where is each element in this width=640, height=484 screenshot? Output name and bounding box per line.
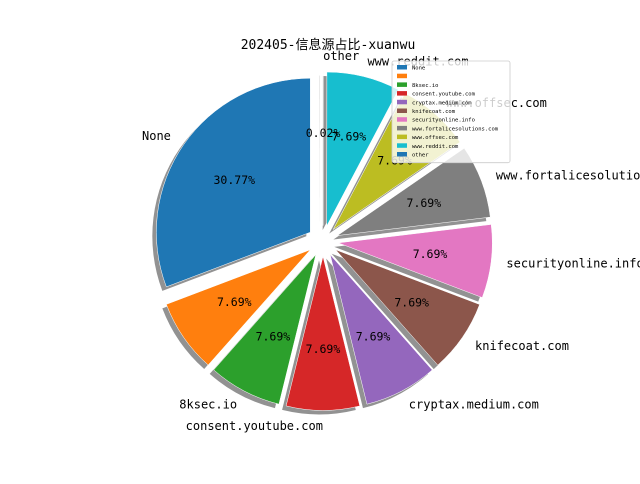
legend: None 8ksec.io consent.youtube.com cryptax.m…	[392, 61, 510, 163]
slice-category-label-consent-youtube-com: consent.youtube.com	[186, 419, 323, 433]
legend-entry-knifecoat-com: knifecoat.com	[412, 109, 456, 115]
legend-entry-www-offsec-com: www.offsec.com	[412, 135, 459, 141]
legend-swatch-unnamed-1	[397, 74, 407, 79]
slice-value-label-none: 30.77%	[214, 173, 256, 187]
legend-swatch-other	[397, 152, 407, 157]
legend-swatch-www-reddit-com	[397, 143, 407, 148]
legend-swatch-securityonline-info	[397, 117, 407, 122]
legend-swatch-knifecoat-com	[397, 109, 407, 114]
slice-category-label-securityonline-info: securityonline.info	[506, 256, 640, 270]
slice-category-label-8ksec-io: 8ksec.io	[179, 398, 237, 412]
legend-entry-consent-youtube-com: consent.youtube.com	[412, 92, 476, 98]
slice-category-label-cryptax-medium-com: cryptax.medium.com	[409, 398, 539, 412]
legend-entry-other: other	[412, 153, 429, 159]
slice-category-label-www-fortalicesolutions-com: www.fortalicesolutions.com	[496, 169, 640, 183]
legend-swatch-none	[397, 65, 407, 70]
legend-entry-www-fortalicesolutions-com: www.fortalicesolutions.com	[412, 126, 499, 132]
legend-swatch-consent-youtube-com	[397, 91, 407, 96]
legend-entry-securityonline-info: securityonline.info	[412, 118, 475, 124]
slice-value-label-securityonline-info: 7.69%	[413, 247, 448, 261]
slice-value-label-other: 0.02%	[306, 126, 341, 140]
legend-swatch-cryptax-medium-com	[397, 100, 407, 105]
slice-value-label-8ksec-io: 7.69%	[256, 329, 291, 343]
slice-value-label-knifecoat-com: 7.69%	[394, 295, 429, 309]
legend-swatch-www-fortalicesolutions-com	[397, 126, 407, 130]
slice-value-label-cryptax-medium-com: 7.69%	[356, 329, 391, 343]
legend-entry-www-reddit-com: www.reddit.com	[412, 144, 459, 150]
slice-category-label-other: other	[323, 49, 359, 63]
slice-value-label-consent-youtube-com: 7.69%	[306, 342, 341, 356]
legend-entry-cryptax-medium-com: cryptax.medium.com	[412, 100, 472, 106]
slice-value-label-www-fortalicesolutions-com: 7.69%	[407, 196, 442, 210]
legend-entry-8ksec-io: 8ksec.io	[412, 83, 439, 89]
slice-category-label-none: None	[142, 129, 171, 143]
slice-category-label-knifecoat-com: knifecoat.com	[475, 339, 569, 353]
slice-value-label-unnamed-1: 7.69%	[217, 295, 252, 309]
legend-swatch-www-offsec-com	[397, 135, 407, 140]
legend-entry-none: None	[412, 66, 425, 72]
legend-swatch-8ksec-io	[397, 82, 407, 87]
